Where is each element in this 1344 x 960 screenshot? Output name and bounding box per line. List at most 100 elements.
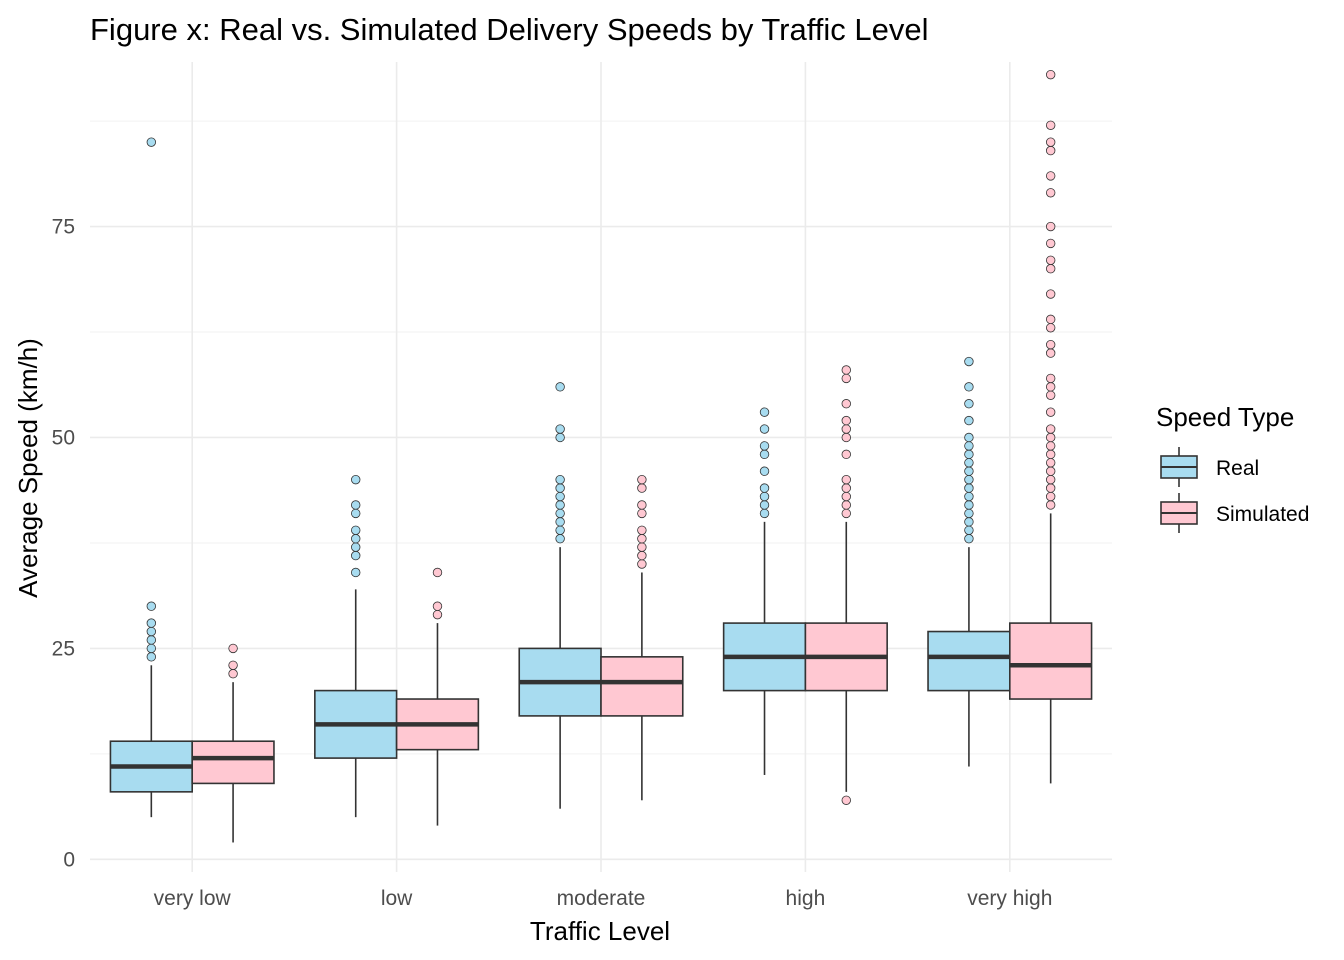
outlier-point: [964, 356, 974, 367]
y-axis-title: Average Speed (km/h): [13, 338, 43, 598]
tick-layer: 0 25 50 75 very low low moderate high very high: [52, 216, 1053, 910]
box: [600, 656, 684, 717]
outlier-point: [555, 534, 565, 544]
outlier-point: [841, 415, 851, 426]
outlier-point: [759, 466, 770, 476]
outlier-point: [841, 483, 851, 493]
outlier-point: [1045, 348, 1056, 358]
outlier-point: [146, 643, 157, 654]
outlier-point: [228, 643, 238, 654]
outlier-point: [351, 534, 361, 544]
outlier-point: [964, 399, 974, 409]
x-tick-label: moderate: [557, 887, 646, 910]
outlier-point: [637, 483, 647, 493]
outlier-point: [637, 550, 647, 561]
outlier-point: [432, 609, 443, 620]
outlier-point: [555, 508, 565, 519]
outlier-point: [841, 399, 851, 409]
outlier-point: [351, 525, 361, 535]
outlier-point: [1045, 137, 1056, 147]
outlier-point: [1045, 373, 1056, 384]
x-tick-label: very high: [967, 887, 1052, 910]
outlier-point: [841, 508, 851, 519]
outlier-point: [964, 491, 974, 502]
outlier-point: [841, 795, 851, 805]
outlier-point: [759, 508, 770, 519]
outlier-point: [637, 500, 647, 510]
outlier-point: [841, 474, 851, 485]
outlier-point: [964, 474, 974, 485]
outlier-point: [1045, 171, 1056, 181]
outlier-point: [841, 424, 851, 434]
outlier-point: [351, 474, 361, 485]
outlier-point: [964, 525, 974, 535]
outlier-point: [146, 601, 157, 611]
outlier-point: [964, 458, 974, 468]
outlier-point: [146, 652, 157, 662]
box-layer: [109, 513, 1093, 843]
x-tick-label: high: [786, 887, 826, 910]
outlier-point: [964, 432, 974, 443]
outlier-point: [1045, 441, 1056, 451]
outlier-point: [1045, 255, 1056, 265]
outlier-point: [637, 559, 647, 569]
outlier-point: [1045, 289, 1056, 299]
outlier-point: [1045, 120, 1056, 130]
outlier-point: [1045, 458, 1056, 468]
outlier-point: [146, 137, 157, 147]
box: [1008, 622, 1093, 700]
outlier-point: [759, 500, 770, 510]
outlier-point: [1045, 491, 1056, 502]
legend: Speed Type Real Simulated: [1156, 402, 1309, 533]
outlier-point: [964, 517, 974, 527]
outlier-point: [351, 500, 361, 510]
outlier-point: [1045, 449, 1056, 460]
y-tick-label: 50: [52, 426, 75, 449]
outlier-point: [637, 534, 647, 544]
y-tick-label: 75: [52, 216, 75, 239]
outlier-point: [964, 466, 974, 476]
x-tick-label: low: [381, 887, 413, 910]
outlier-point: [1045, 424, 1056, 434]
y-tick-label: 25: [52, 637, 75, 660]
outlier-point: [964, 483, 974, 493]
outlier-point: [1045, 188, 1056, 198]
outlier-point: [964, 441, 974, 451]
outlier-point: [432, 567, 443, 578]
outlier-point: [637, 525, 647, 535]
outlier-point: [555, 474, 565, 485]
outlier-point: [1045, 339, 1056, 350]
outlier-point: [841, 365, 851, 375]
outlier-point: [555, 500, 565, 510]
outlier-point: [555, 382, 565, 392]
outlier-point: [964, 449, 974, 460]
outlier-point: [1045, 145, 1056, 156]
legend-items: Real Simulated: [1160, 447, 1309, 533]
outlier-point: [146, 635, 157, 645]
outlier-point: [841, 449, 851, 460]
outlier-point: [637, 474, 647, 485]
outlier-point: [841, 500, 851, 510]
outlier-point: [1045, 221, 1056, 232]
outlier-point: [964, 500, 974, 510]
outlier-point: [637, 542, 647, 552]
outlier-point: [1045, 264, 1056, 274]
legend-label: Real: [1216, 457, 1259, 480]
outlier-point: [351, 542, 361, 552]
outlier-point: [1045, 474, 1056, 485]
outlier-point: [228, 660, 238, 670]
box: [927, 630, 1011, 692]
outlier-point: [841, 373, 851, 384]
outlier-point: [1045, 432, 1056, 443]
outlier-point: [555, 432, 565, 443]
outlier-point: [555, 424, 565, 434]
outlier-point: [351, 550, 361, 561]
outlier-point: [759, 449, 770, 460]
outlier-point: [1045, 69, 1056, 80]
outlier-point: [759, 483, 770, 493]
chart-title: Figure x: Real vs. Simulated Delivery Sp…: [90, 12, 929, 47]
outlier-point: [555, 525, 565, 535]
outlier-point: [964, 382, 974, 392]
outlier-point: [841, 491, 851, 502]
